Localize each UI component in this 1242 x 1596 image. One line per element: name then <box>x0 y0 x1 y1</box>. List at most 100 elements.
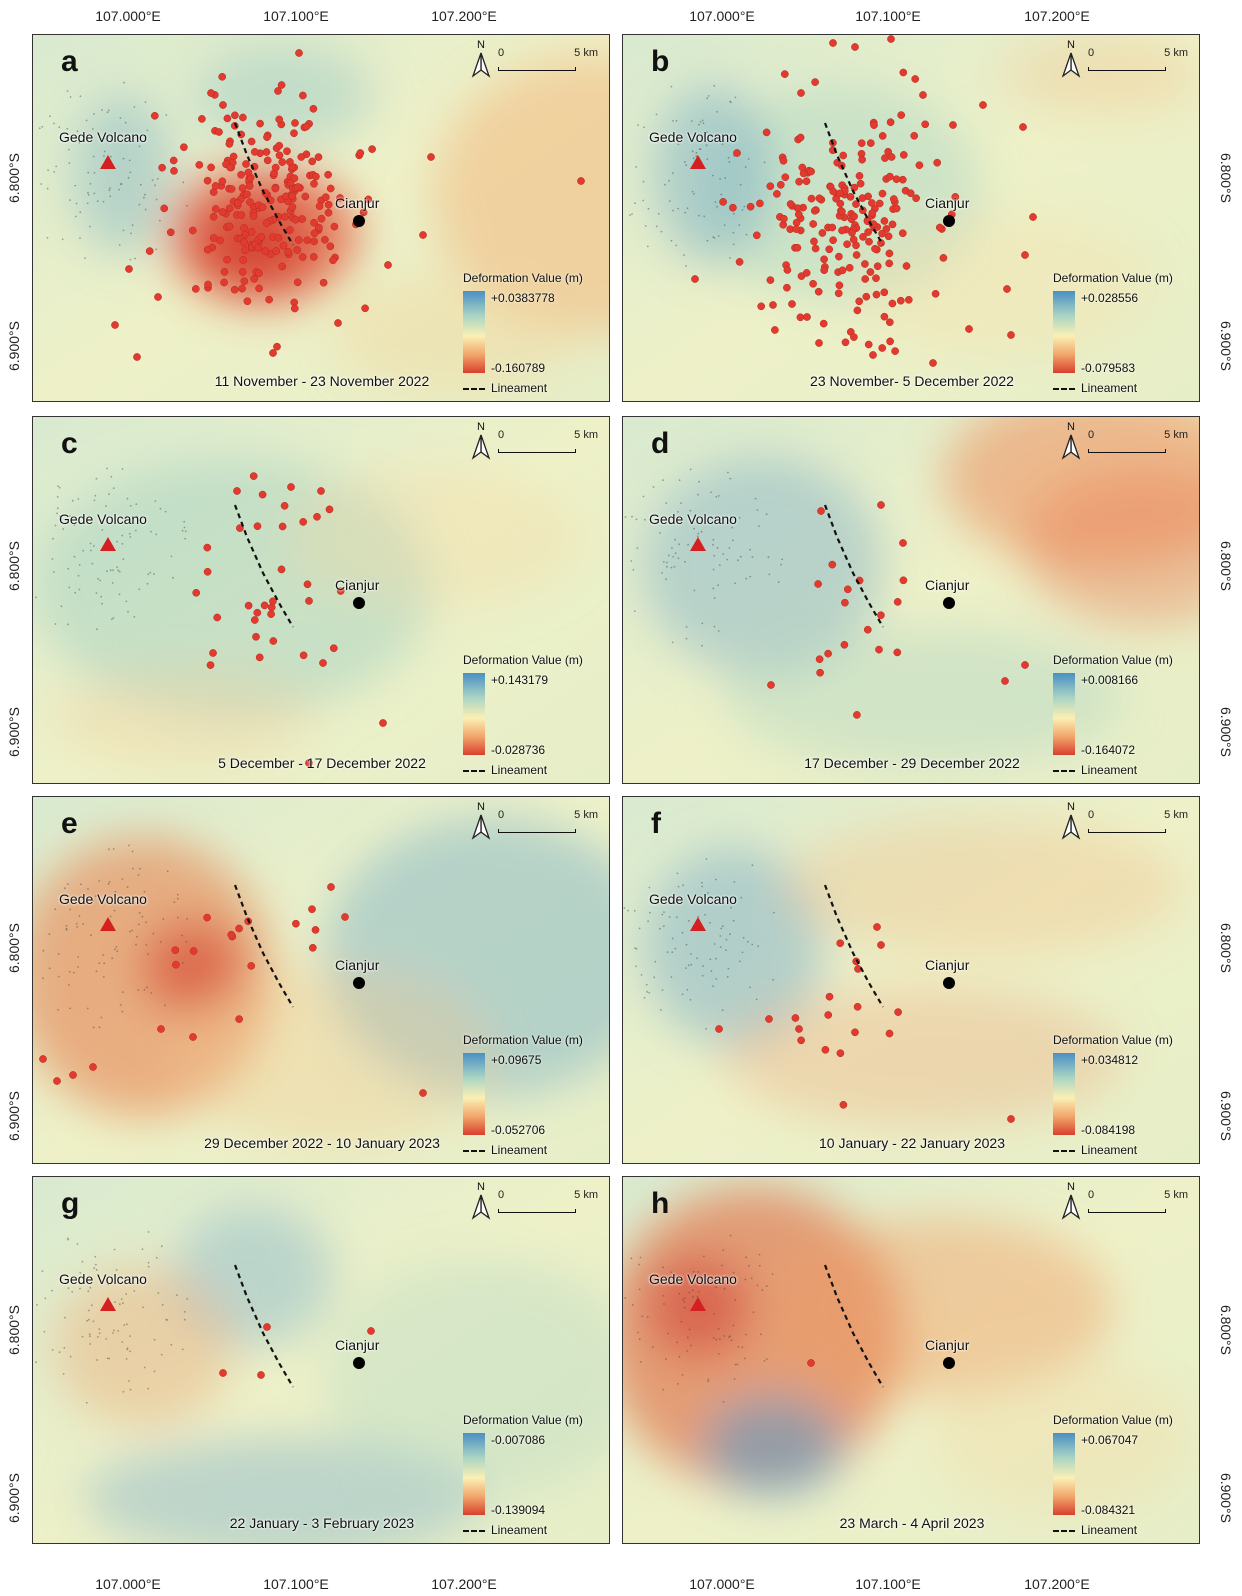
terrain-speckle <box>66 90 69 92</box>
earthquake-epicenter <box>419 231 427 239</box>
legend-lineament: Lineament <box>463 1143 547 1157</box>
legend-max-value: +0.034812 <box>1081 1053 1139 1067</box>
terrain-speckle <box>740 896 743 899</box>
earthquake-epicenter <box>949 121 957 129</box>
terrain-speckle <box>53 171 56 173</box>
terrain-speckle <box>715 978 718 980</box>
terrain-speckle <box>677 885 680 888</box>
terrain-speckle <box>652 486 655 488</box>
lat-label-right-row3-6.9: 6.900°S <box>1218 1091 1234 1141</box>
terrain-speckle <box>51 558 54 560</box>
lineament-line <box>233 1264 294 1388</box>
scale-zero-label: 0 <box>1088 429 1095 441</box>
terrain-speckle <box>677 143 680 146</box>
terrain-speckle <box>717 630 720 632</box>
terrain-speckle <box>153 573 155 575</box>
earthquake-epicenter <box>838 226 846 235</box>
terrain-speckle <box>692 1270 695 1273</box>
earthquake-epicenter <box>929 359 937 367</box>
lat-label-left-row1-6.9: 6.900°S <box>6 321 22 371</box>
terrain-speckle <box>101 529 104 531</box>
terrain-speckle <box>649 911 651 914</box>
terrain-speckle <box>732 919 735 922</box>
earthquake-epicenter <box>1007 1115 1015 1123</box>
legend-lineament: Lineament <box>1053 1523 1137 1537</box>
terrain-speckle <box>698 123 700 126</box>
terrain-speckle <box>116 540 118 543</box>
city-label: Cianjur <box>335 195 380 211</box>
scale-zero-label: 0 <box>498 429 505 441</box>
terrain-speckle <box>98 899 101 901</box>
terrain-speckle <box>185 941 188 943</box>
terrain-speckle <box>57 975 60 978</box>
terrain-speckle <box>661 572 663 574</box>
city-icon <box>943 597 955 609</box>
terrain-speckle <box>655 225 658 228</box>
terrain-speckle <box>729 101 732 104</box>
terrain-speckle <box>144 208 147 211</box>
earthquake-epicenter <box>336 194 344 202</box>
terrain-speckle <box>697 493 699 496</box>
earthquake-epicenter <box>858 194 867 202</box>
legend-lineament: Lineament <box>463 1523 547 1537</box>
earthquake-epicenter <box>886 118 895 127</box>
earthquake-epicenter <box>321 193 330 202</box>
terrain-speckle <box>131 867 134 870</box>
terrain-speckle <box>715 1338 718 1341</box>
terrain-speckle <box>123 1324 126 1326</box>
earthquake-epicenter <box>69 1071 77 1079</box>
terrain-speckle <box>56 507 59 510</box>
terrain-speckle <box>657 212 660 215</box>
deformation-map <box>623 417 1199 783</box>
terrain-speckle <box>127 610 129 613</box>
earthquake-epicenter <box>797 89 805 97</box>
terrain-speckle <box>712 985 714 988</box>
earthquake-epicenter <box>203 245 212 254</box>
terrain-speckle <box>723 224 726 227</box>
terrain-speckle <box>67 148 70 151</box>
terrain-speckle <box>89 542 92 545</box>
terrain-speckle <box>138 203 141 206</box>
terrain-speckle <box>79 1272 82 1274</box>
terrain-speckle <box>183 520 186 523</box>
terrain-speckle <box>100 1016 103 1019</box>
earthquake-epicenter <box>310 237 318 246</box>
terrain-speckle <box>101 109 103 111</box>
terrain-speckle <box>125 1358 128 1360</box>
terrain-speckle <box>712 1337 715 1339</box>
terrain-speckle <box>677 207 680 210</box>
terrain-speckle <box>62 1373 65 1375</box>
terrain-speckle <box>93 113 95 115</box>
terrain-speckle <box>133 616 136 618</box>
earthquake-epicenter <box>851 43 859 51</box>
terrain-speckle <box>729 257 731 259</box>
earthquake-epicenter <box>309 253 318 261</box>
terrain-speckle <box>35 1361 37 1364</box>
terrain-speckle <box>745 577 748 580</box>
terrain-speckle <box>685 637 688 640</box>
earthquake-epicenter <box>1021 661 1029 669</box>
terrain-speckle <box>112 487 115 490</box>
terrain-speckle <box>738 960 741 963</box>
terrain-speckle <box>678 543 680 546</box>
earthquake-epicenter <box>301 192 310 201</box>
earthquake-epicenter <box>893 648 902 657</box>
earthquake-epicenter <box>303 236 312 245</box>
terrain-speckle <box>116 566 118 568</box>
terrain-speckle <box>689 998 692 1001</box>
earthquake-epicenter <box>230 285 239 294</box>
terrain-speckle <box>126 886 129 888</box>
earthquake-epicenter <box>893 598 902 606</box>
terrain-speckle <box>686 988 689 991</box>
volcano-label: Gede Volcano <box>649 511 737 527</box>
terrain-speckle <box>183 1310 186 1313</box>
map-panel-d: d Gede Volcano Cianjur N 0 5 km Deformat… <box>622 416 1200 784</box>
city-label: Cianjur <box>335 577 380 593</box>
deformation-patch <box>643 847 823 1047</box>
earthquake-epicenter <box>284 247 293 256</box>
terrain-speckle <box>751 943 754 946</box>
terrain-speckle <box>640 974 643 976</box>
earthquake-epicenter <box>766 276 775 284</box>
terrain-speckle <box>93 545 95 547</box>
earthquake-epicenter <box>829 39 837 47</box>
